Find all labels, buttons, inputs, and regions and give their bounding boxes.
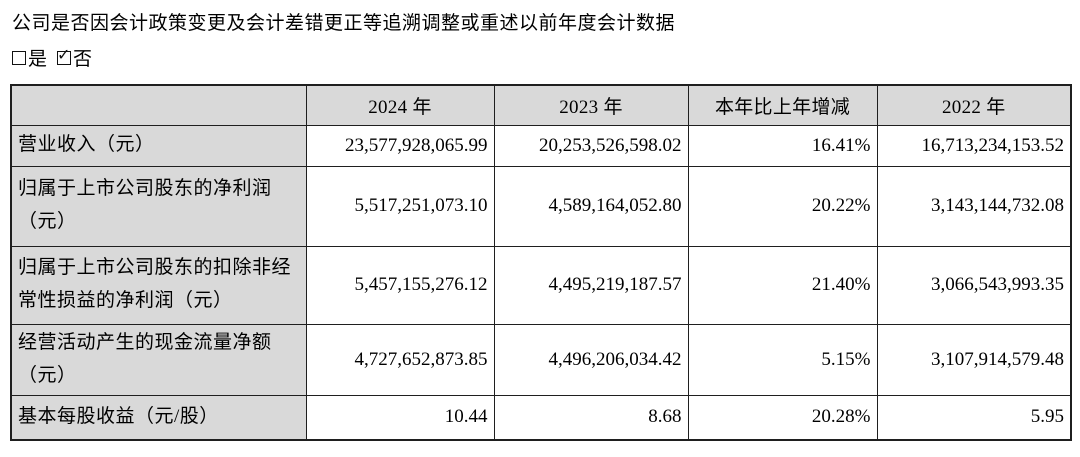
- cell-2022: 16,713,234,153.52: [876, 124, 1072, 167]
- column-header-2023: 2023 年: [493, 84, 689, 126]
- checkbox-unchecked-icon: [12, 50, 26, 65]
- column-header-change: 本年比上年增减: [687, 84, 878, 126]
- cell-change: 5.15%: [687, 323, 878, 396]
- row-label: 归属于上市公司股东的净利润（元）: [10, 165, 307, 247]
- table-row: 基本每股收益（元/股） 10.44 8.68 20.28% 5.95: [10, 394, 1072, 441]
- table-header-row: 2024 年 2023 年 本年比上年增减 2022 年: [10, 84, 1072, 126]
- cell-change: 20.22%: [687, 165, 878, 247]
- cell-2022: 3,107,914,579.48: [876, 323, 1072, 396]
- row-label: 经营活动产生的现金流量净额（元）: [10, 323, 307, 396]
- cell-2022: 3,143,144,732.08: [876, 165, 1072, 247]
- cell-2024: 4,727,652,873.85: [305, 323, 495, 396]
- cell-2023: 4,495,219,187.57: [493, 245, 689, 325]
- cell-2024: 10.44: [305, 394, 495, 441]
- cell-change: 21.40%: [687, 245, 878, 325]
- table-row: 归属于上市公司股东的净利润（元） 5,517,251,073.10 4,589,…: [10, 165, 1072, 247]
- table-row: 经营活动产生的现金流量净额（元） 4,727,652,873.85 4,496,…: [10, 323, 1072, 396]
- table-row: 归属于上市公司股东的扣除非经常性损益的净利润（元） 5,457,155,276.…: [10, 245, 1072, 325]
- cell-2023: 20,253,526,598.02: [493, 124, 689, 167]
- cell-2023: 8.68: [493, 394, 689, 441]
- cell-2022: 3,066,543,993.35: [876, 245, 1072, 325]
- checkbox-checked-icon: ✓: [57, 46, 72, 65]
- row-label: 归属于上市公司股东的扣除非经常性损益的净利润（元）: [10, 245, 307, 325]
- row-label: 基本每股收益（元/股）: [10, 394, 307, 441]
- cell-2024: 23,577,928,065.99: [305, 124, 495, 167]
- option-yes-label: 是: [28, 49, 48, 70]
- column-header-2024: 2024 年: [305, 84, 495, 126]
- restatement-question-text: 公司是否因会计政策变更及会计差错更正等追溯调整或重述以前年度会计数据: [12, 13, 676, 34]
- row-label: 营业收入（元）: [10, 124, 307, 167]
- cell-change: 20.28%: [687, 394, 878, 441]
- table-row: 营业收入（元） 23,577,928,065.99 20,253,526,598…: [10, 124, 1072, 167]
- option-no-label: 否: [73, 49, 93, 70]
- check-mark-icon: ✓: [57, 44, 71, 64]
- cell-2022: 5.95: [876, 394, 1072, 441]
- cell-2023: 4,589,164,052.80: [493, 165, 689, 247]
- cell-2024: 5,517,251,073.10: [305, 165, 495, 247]
- option-yes: 是: [12, 44, 47, 71]
- financial-indicators-table: 2024 年 2023 年 本年比上年增减 2022 年 营业收入（元） 23,…: [10, 84, 1072, 441]
- column-header-2022: 2022 年: [876, 84, 1072, 126]
- restatement-options: 是 ✓ 否: [12, 44, 92, 71]
- option-no: ✓ 否: [57, 44, 92, 71]
- column-header-blank: [10, 84, 307, 126]
- cell-2023: 4,496,206,034.42: [493, 323, 689, 396]
- cell-2024: 5,457,155,276.12: [305, 245, 495, 325]
- cell-change: 16.41%: [687, 124, 878, 167]
